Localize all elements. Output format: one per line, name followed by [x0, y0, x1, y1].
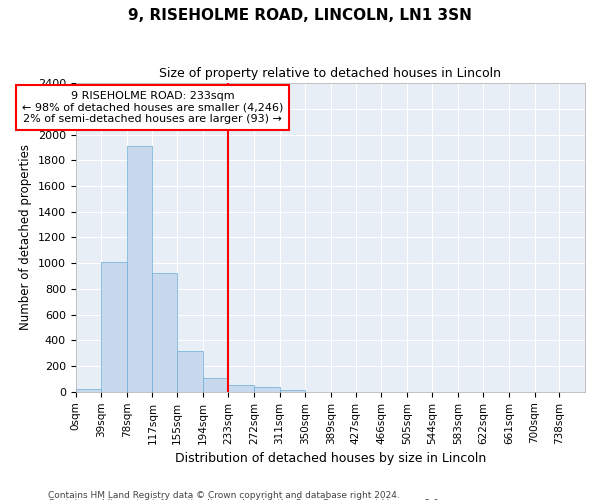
Bar	[76, 389, 101, 392]
Bar	[101, 262, 127, 392]
Bar	[177, 350, 203, 392]
Text: 9 RISEHOLME ROAD: 233sqm
← 98% of detached houses are smaller (4,246)
2% of semi: 9 RISEHOLME ROAD: 233sqm ← 98% of detach…	[22, 91, 283, 124]
Text: Contains HM Land Registry data © Crown copyright and database right 2024.: Contains HM Land Registry data © Crown c…	[48, 490, 400, 500]
X-axis label: Distribution of detached houses by size in Lincoln: Distribution of detached houses by size …	[175, 452, 486, 465]
Bar	[152, 274, 177, 392]
Bar	[229, 384, 254, 392]
Bar	[203, 378, 229, 392]
Text: 9, RISEHOLME ROAD, LINCOLN, LN1 3SN: 9, RISEHOLME ROAD, LINCOLN, LN1 3SN	[128, 8, 472, 22]
Bar	[254, 388, 280, 392]
Text: Contains public sector information licensed under the Open Government Licence v3: Contains public sector information licen…	[48, 499, 442, 500]
Y-axis label: Number of detached properties: Number of detached properties	[19, 144, 32, 330]
Title: Size of property relative to detached houses in Lincoln: Size of property relative to detached ho…	[160, 68, 502, 80]
Bar	[127, 146, 152, 392]
Bar	[280, 390, 305, 392]
